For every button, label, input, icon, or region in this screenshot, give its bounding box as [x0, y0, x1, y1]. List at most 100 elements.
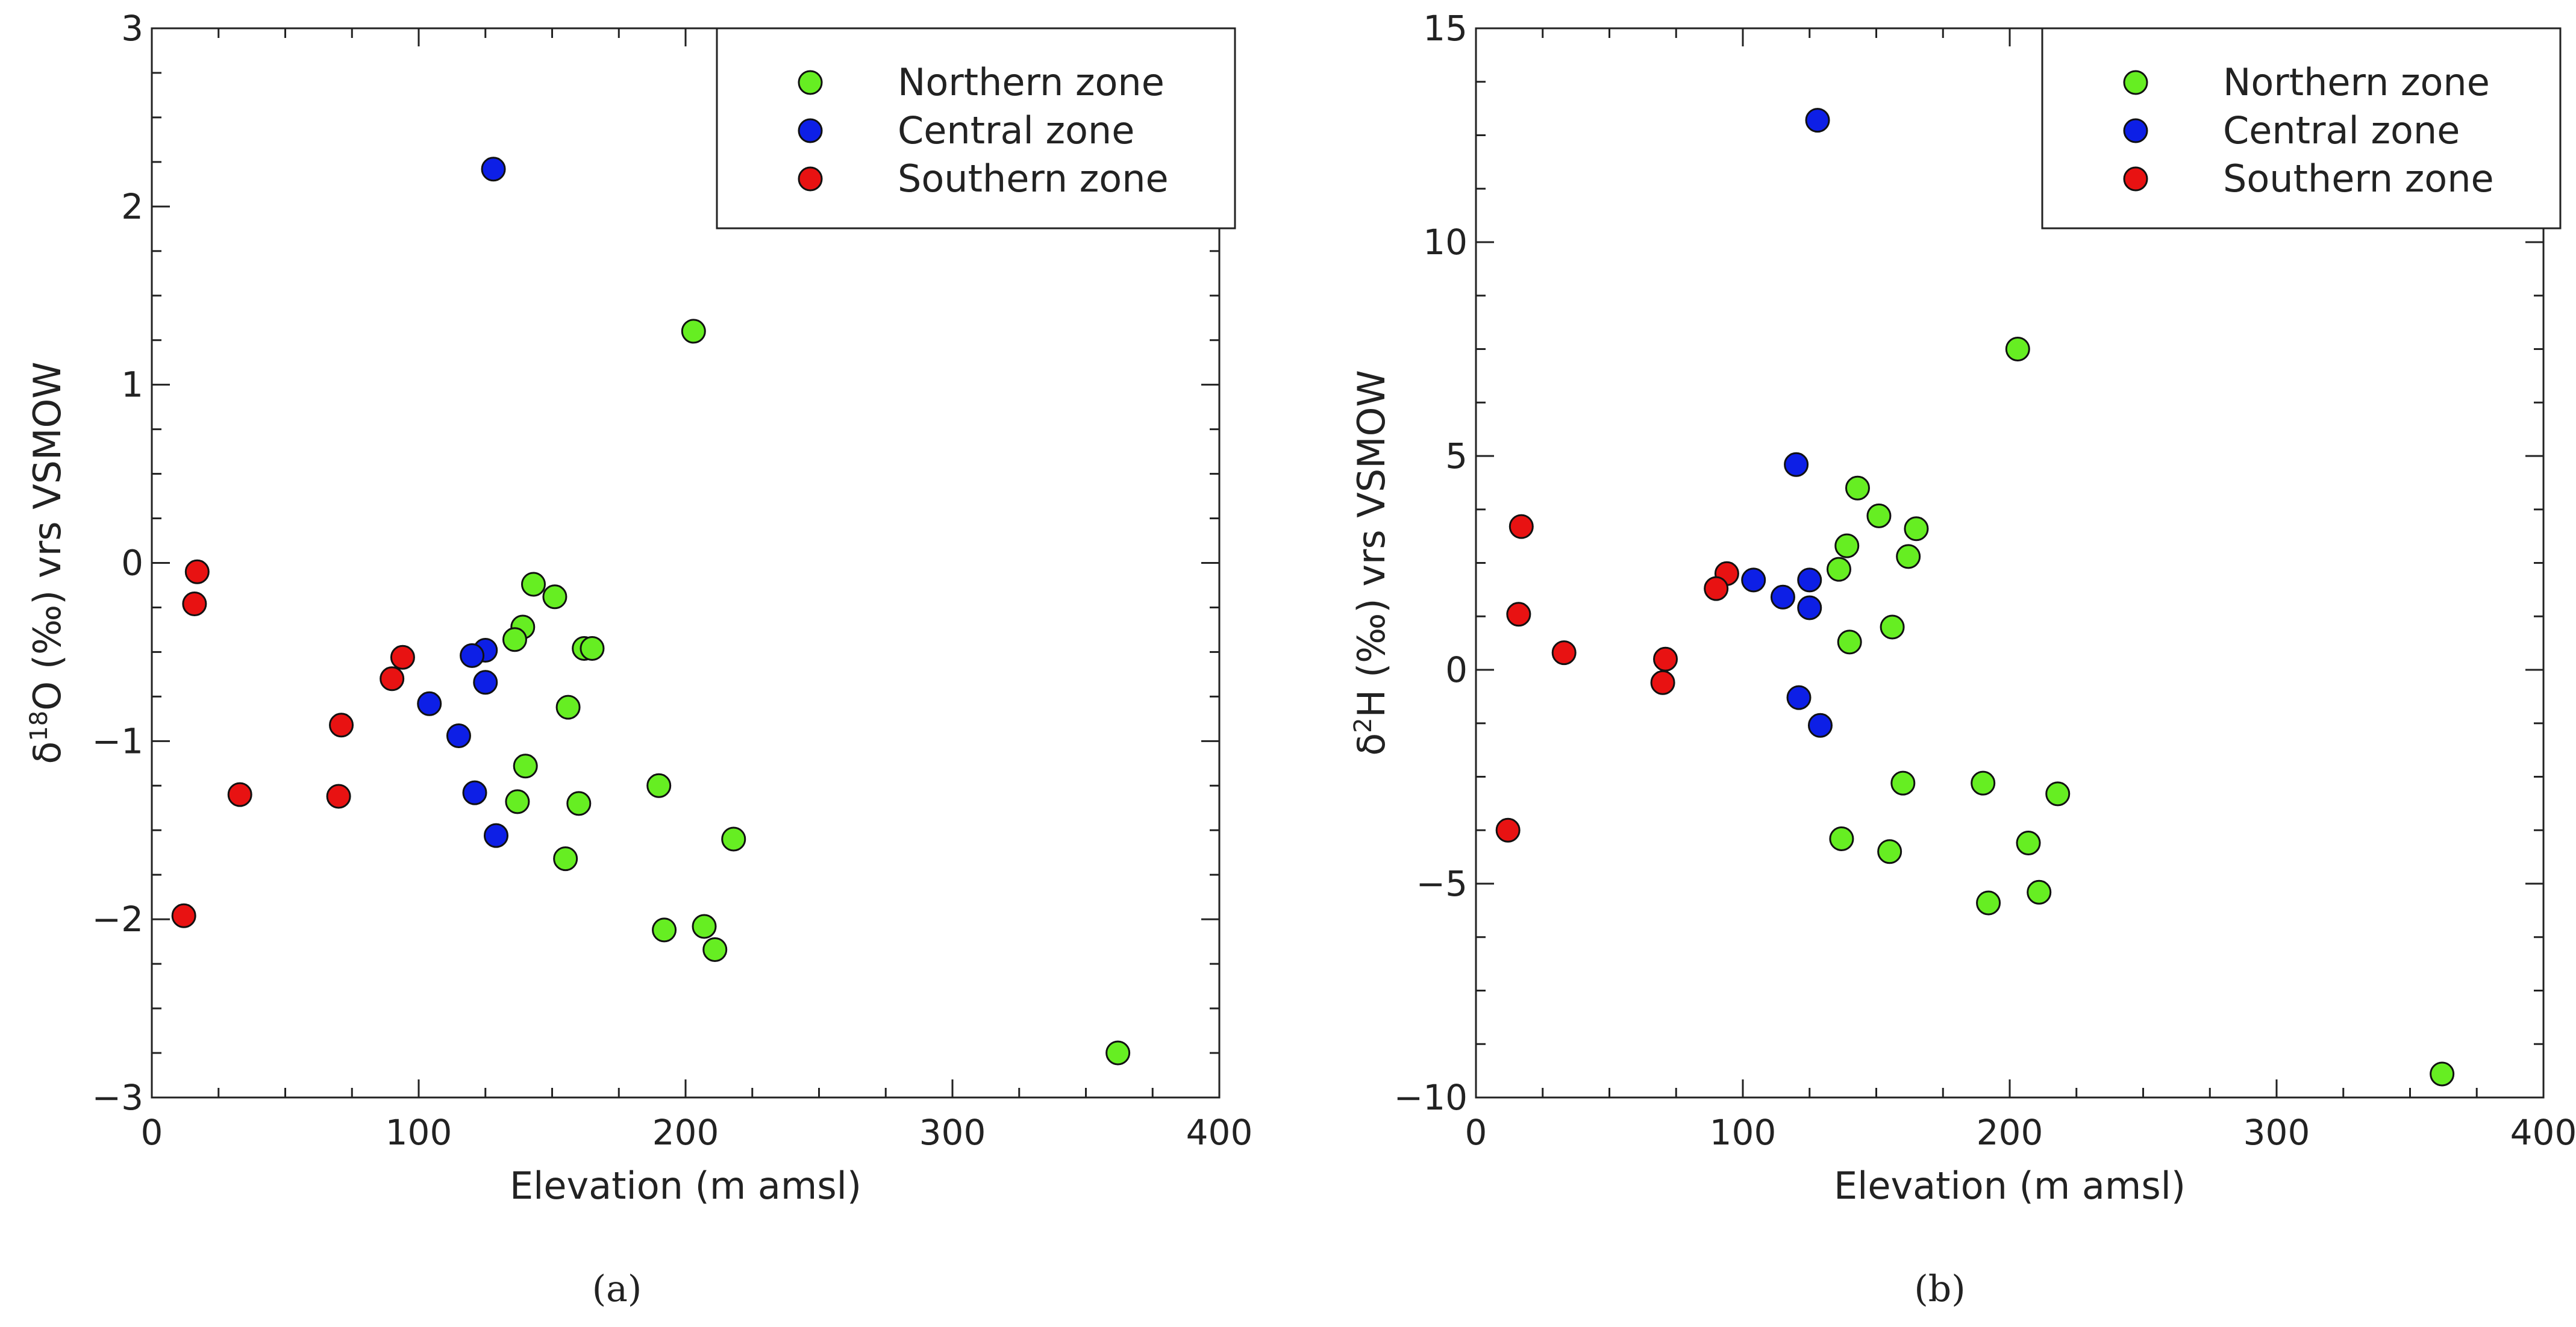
- y-axis-label-text: H (‰) vrs VSMOW: [1349, 370, 1393, 717]
- data-point: [513, 754, 538, 779]
- data-point: [1650, 670, 1675, 695]
- data-point: [227, 782, 252, 807]
- data-point: [462, 780, 487, 805]
- data-point: [1971, 770, 1996, 796]
- data-point: [702, 937, 728, 962]
- data-point: [555, 695, 581, 720]
- data-point: [1877, 839, 1902, 864]
- y-tick-label: 10: [1423, 222, 1468, 263]
- legend-marker-southern: [798, 166, 823, 192]
- panel-b: 0 100 200 300 400 −10 −5 0 5 10 15 Elevation (m ams…: [1349, 8, 2576, 1310]
- y-tick-label: −5: [1416, 863, 1468, 904]
- x-axis-label: Elevation (m amsl): [1834, 1164, 2186, 1208]
- y-axis-label: δ18O (‰) vrs VSMOW: [25, 361, 69, 764]
- y-axis-label-symbol: δ: [1349, 733, 1393, 756]
- series-central: [1741, 108, 1833, 738]
- legend-label-southern: Southern zone: [2223, 157, 2494, 201]
- data-point: [1551, 640, 1577, 666]
- data-point: [483, 823, 508, 848]
- data-point: [542, 584, 567, 610]
- data-point: [1896, 544, 1921, 569]
- data-point: [473, 670, 498, 695]
- data-point: [1805, 108, 1830, 133]
- data-point: [1741, 567, 1766, 593]
- x-tick-label: 0: [1465, 1112, 1487, 1153]
- y-tick-label: 5: [1445, 436, 1468, 476]
- y-tick-label: −1: [92, 720, 144, 761]
- x-axis-label: Elevation (m amsl): [510, 1164, 861, 1208]
- x-tick-label: 0: [141, 1112, 163, 1153]
- y-axis-label: δ2H (‰) vrs VSMOW: [1349, 370, 1393, 756]
- legend-marker-southern: [2123, 166, 2148, 192]
- series-northern: [1826, 337, 2455, 1087]
- y-axis-label-superscript: 2: [1349, 717, 1377, 732]
- data-point: [1797, 595, 1822, 620]
- data-point: [1495, 817, 1521, 843]
- data-point: [1829, 826, 1854, 851]
- legend-marker-central: [798, 118, 823, 143]
- data-point: [380, 666, 405, 692]
- series-central: [417, 157, 508, 848]
- data-point: [481, 157, 506, 182]
- legend-marker-northern: [798, 70, 823, 95]
- data-point: [1880, 614, 1905, 640]
- x-tick-label: 200: [1977, 1112, 2043, 1153]
- legend-label-central: Central zone: [2223, 108, 2460, 152]
- y-axis-label-symbol: δ: [25, 742, 69, 764]
- data-point: [1904, 516, 1929, 542]
- data-point: [1786, 685, 1812, 710]
- data-point: [1704, 576, 1729, 601]
- series-northern: [502, 319, 1131, 1066]
- data-point: [652, 917, 677, 943]
- data-point: [1866, 503, 1892, 528]
- y-tick-label: −2: [92, 899, 144, 940]
- data-point: [566, 791, 592, 816]
- data-point: [446, 723, 471, 748]
- data-point: [721, 826, 746, 852]
- data-point: [2027, 879, 2052, 905]
- y-tick-label: 3: [121, 8, 143, 49]
- data-point: [184, 559, 210, 584]
- data-point: [1653, 646, 1678, 672]
- y-tick-label: 0: [121, 543, 143, 584]
- data-point: [1837, 629, 1862, 655]
- legend-marker-northern: [2123, 70, 2148, 95]
- x-tick-label: 200: [652, 1112, 719, 1153]
- data-point: [1508, 514, 1534, 539]
- panel-a: 0 100 200 300 400 −3 −2 −1 0 1 2 3 Elevation (m amsl…: [25, 8, 1252, 1310]
- data-point: [329, 713, 354, 738]
- data-point: [505, 789, 530, 814]
- data-point: [1770, 584, 1795, 610]
- legend-label-central: Central zone: [898, 108, 1134, 152]
- y-tick-label: −10: [1394, 1077, 1468, 1118]
- series-southern: [1495, 514, 1739, 843]
- legend-label-northern: Northern zone: [2223, 60, 2490, 104]
- data-point: [1784, 452, 1809, 477]
- data-point: [502, 627, 527, 652]
- data-point: [1890, 770, 1916, 796]
- x-tick-label: 400: [2510, 1112, 2576, 1153]
- data-point: [460, 643, 485, 668]
- x-tick-label: 100: [1710, 1112, 1777, 1153]
- x-tick-label: 300: [2243, 1112, 2310, 1153]
- data-point: [1807, 713, 1833, 738]
- data-point: [2045, 781, 2071, 807]
- data-point: [2005, 337, 2030, 361]
- data-point: [553, 846, 578, 872]
- data-point: [580, 636, 605, 661]
- data-point: [1506, 602, 1531, 627]
- legend-label-southern: Southern zone: [898, 157, 1169, 201]
- legend-marker-central: [2123, 118, 2148, 143]
- data-point: [417, 691, 442, 716]
- data-point: [646, 773, 672, 798]
- x-tick-label: 400: [1186, 1112, 1253, 1153]
- data-point: [171, 903, 196, 928]
- data-point: [1834, 533, 1860, 558]
- y-axis-label-superscript: 18: [25, 711, 53, 742]
- data-point: [1826, 557, 1851, 582]
- data-point: [1797, 567, 1822, 593]
- y-tick-label: 1: [121, 364, 143, 405]
- data-point: [326, 784, 351, 809]
